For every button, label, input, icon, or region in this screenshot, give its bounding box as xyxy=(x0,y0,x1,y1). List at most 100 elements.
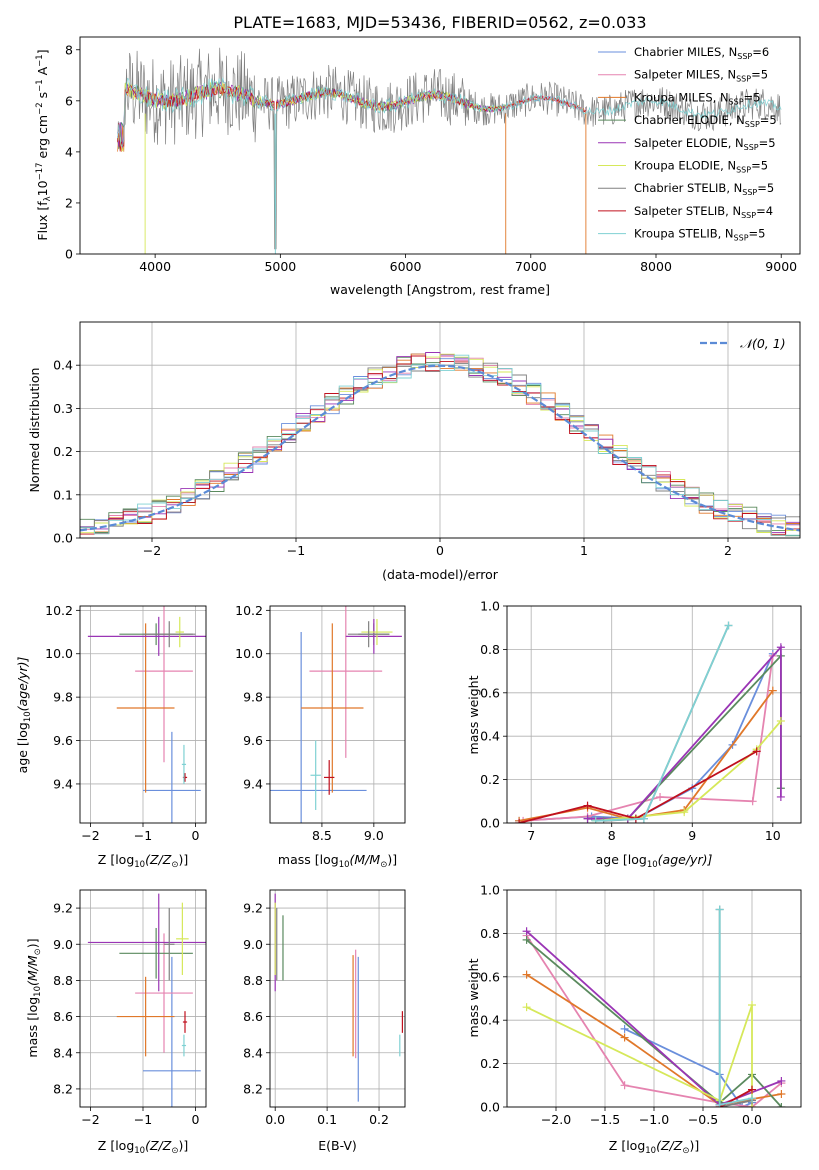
y-tick-label: 0.0 xyxy=(480,816,500,831)
weight-line xyxy=(526,1004,753,1107)
spectrum-line xyxy=(117,77,782,249)
legend-label: Kroupa STELIB, NSSP=5 xyxy=(634,227,765,243)
y-tick-label: 9.2 xyxy=(243,901,263,916)
weight-line xyxy=(624,1028,753,1107)
x-tick-label: −1 xyxy=(134,1112,152,1127)
y-axis-label-part: 10 xyxy=(33,986,43,997)
y-axis-label: mass weight xyxy=(466,958,481,1037)
weight-marker xyxy=(748,1094,756,1103)
y-tick-label: 0.4 xyxy=(480,729,500,744)
x-tick-label: 8000 xyxy=(640,259,672,274)
weight-marker xyxy=(583,801,592,810)
plot-area xyxy=(274,893,404,1102)
legend-n: =5 xyxy=(759,136,776,150)
y-tick-label: 0.8 xyxy=(480,926,500,941)
y-axis-label-part: A xyxy=(35,66,50,79)
x-axis-label-part: mass [log xyxy=(278,852,339,867)
y-tick-label: 0.4 xyxy=(480,1013,500,1028)
legend-label: Salpeter MILES, NSSP=5 xyxy=(634,68,768,84)
x-axis-label-part: ⊙ xyxy=(171,860,178,870)
axes-frame xyxy=(79,605,207,824)
weight-line xyxy=(718,909,753,1107)
weight-marker xyxy=(620,1024,629,1033)
x-axis-label-part: (age/yr)] xyxy=(658,852,713,867)
y-tick-label: 9.2 xyxy=(53,901,73,916)
axes-frame xyxy=(269,605,406,824)
x-tick-label: −2 xyxy=(81,828,99,843)
x-tick-label: 9.0 xyxy=(364,828,384,843)
y-tick-label: 9.4 xyxy=(243,776,263,791)
y-tick-label: 10.0 xyxy=(45,646,73,661)
weight-marker xyxy=(620,1033,629,1042)
x-axis-label-part: ⊙ xyxy=(380,860,387,870)
y-tick-label: 8.6 xyxy=(53,1009,73,1024)
legend-label: Chabrier ELODIE, NSSP=5 xyxy=(634,113,777,129)
x-tick-label: 0.1 xyxy=(317,1112,337,1127)
y-tick-label: 8.8 xyxy=(53,973,73,988)
y-tick-label: 0.1 xyxy=(53,487,73,502)
y-tick-label: 9.6 xyxy=(243,733,263,748)
legend-label: Kroupa ELODIE, NSSP=5 xyxy=(634,159,768,175)
x-tick-label: 5000 xyxy=(264,259,296,274)
weight-marker xyxy=(522,1003,531,1012)
y-axis-label-part: 10 xyxy=(23,711,33,722)
y-axis-label: Flux [fλ​10−17​ erg cm−2​ s−1​ A−1​] xyxy=(35,49,53,240)
weight-marker xyxy=(522,927,531,936)
y-tick-label: 2 xyxy=(65,195,73,210)
y-tick-label: 8.6 xyxy=(243,1009,263,1024)
legend-sub: SSP xyxy=(737,52,752,61)
legend-n: =5 xyxy=(757,181,774,195)
x-axis-label-part: (Z/Z xyxy=(656,1138,683,1153)
y-axis-label-part: (age/yr)] xyxy=(15,657,30,712)
x-tick-label: −0.5 xyxy=(688,1112,718,1127)
weight-marker xyxy=(776,717,785,726)
legend-n: =4 xyxy=(756,204,773,218)
x-tick-label: 0.0 xyxy=(742,1112,762,1127)
x-axis-label: E(B-V) xyxy=(318,1138,357,1153)
legend-name: Kroupa MILES, N xyxy=(634,90,729,104)
y-axis-label: age [log10​(age/yr)] xyxy=(15,657,33,774)
axes-weight_vs_z: −2.0 −1.5 −1.0 −0.5 0.0 0.0 0.2 0.4 0.6 0.8 1.0 Z [… xyxy=(466,883,802,1156)
y-tick-label: 9.0 xyxy=(243,937,263,952)
y-axis-label-part: mass [log xyxy=(25,997,40,1058)
y-tick-label: 0.0 xyxy=(480,1100,500,1115)
x-axis-label-part: (Z/Z xyxy=(145,852,172,867)
y-tick-label: 9.0 xyxy=(53,937,73,952)
y-tick-label: 0.2 xyxy=(480,1056,500,1071)
spectrum-line xyxy=(117,80,507,249)
y-axis-label-part: s xyxy=(35,92,50,103)
x-tick-label: −2 xyxy=(143,543,161,558)
weight-line xyxy=(518,750,758,823)
y-axis-label: Normed distribution xyxy=(27,368,42,493)
y-tick-label: 0.8 xyxy=(480,642,500,657)
x-tick-label: 9000 xyxy=(765,259,797,274)
weight-marker xyxy=(620,1081,629,1090)
legend-n: =5 xyxy=(751,68,768,82)
legend-label: Kroupa MILES, NSSP=5 xyxy=(634,90,760,106)
legend-name: Kroupa STELIB, N xyxy=(634,227,734,241)
plot-area xyxy=(515,621,785,823)
legend-label: Chabrier STELIB, NSSP=5 xyxy=(634,181,774,197)
x-axis-label: Z [log10​(Z/Z⊙​)] xyxy=(609,1138,699,1156)
legend-sub: SSP xyxy=(741,211,756,220)
x-axis-label-part: Z [log xyxy=(98,852,134,867)
x-axis-label: age [log10​(age/yr)] xyxy=(596,852,713,870)
weight-marker xyxy=(591,816,600,823)
x-axis-label-part: age [log xyxy=(596,852,647,867)
y-axis-label-part: )] xyxy=(25,938,40,948)
weight-marker xyxy=(639,814,648,823)
x-axis-label: (data-model)/error xyxy=(382,567,499,582)
legend-sub: SSP xyxy=(744,143,759,152)
weight-marker xyxy=(748,1001,756,1010)
x-axis-label-part: (M/M xyxy=(350,852,381,867)
x-tick-label: 4000 xyxy=(139,259,171,274)
x-axis-label-part: 10 xyxy=(134,860,145,870)
y-tick-label: 8.2 xyxy=(53,1081,73,1096)
y-tick-label: 8.2 xyxy=(243,1081,263,1096)
x-axis-label-part: 10 xyxy=(647,860,658,870)
y-tick-label: 8.4 xyxy=(53,1045,73,1060)
y-axis-label-part: −17 xyxy=(35,162,45,180)
x-axis-label: wavelength [Angstrom, rest frame] xyxy=(330,282,550,297)
axes-frame xyxy=(506,605,802,824)
